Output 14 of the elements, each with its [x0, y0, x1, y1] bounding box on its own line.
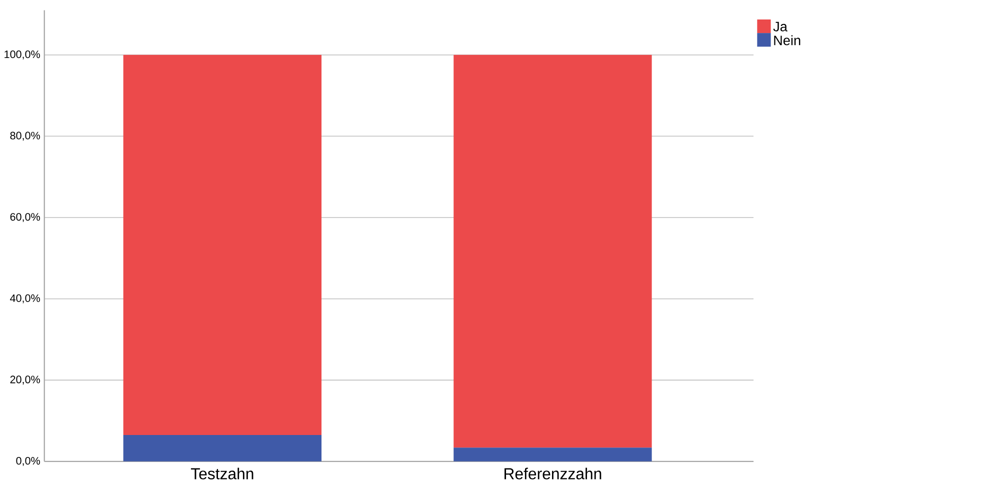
legend-label: Ja [773, 22, 788, 32]
y-tick-label: 100,0% [4, 50, 40, 60]
y-tick-label: 80,0% [10, 132, 40, 141]
y-tick-label: 20,0% [10, 376, 40, 385]
y-tick-label: 60,0% [10, 213, 40, 222]
bar [454, 54, 652, 448]
bar [454, 448, 652, 462]
x-tick-label: Testzahn [190, 468, 254, 480]
legend-label: Nein [774, 35, 800, 46]
y-tick-label: 40,0% [10, 294, 40, 304]
y-tick-label: 0,0% [16, 456, 40, 466]
x-tick-label: Referenzzahn [504, 468, 602, 480]
bar [123, 54, 322, 435]
bar [123, 434, 322, 462]
